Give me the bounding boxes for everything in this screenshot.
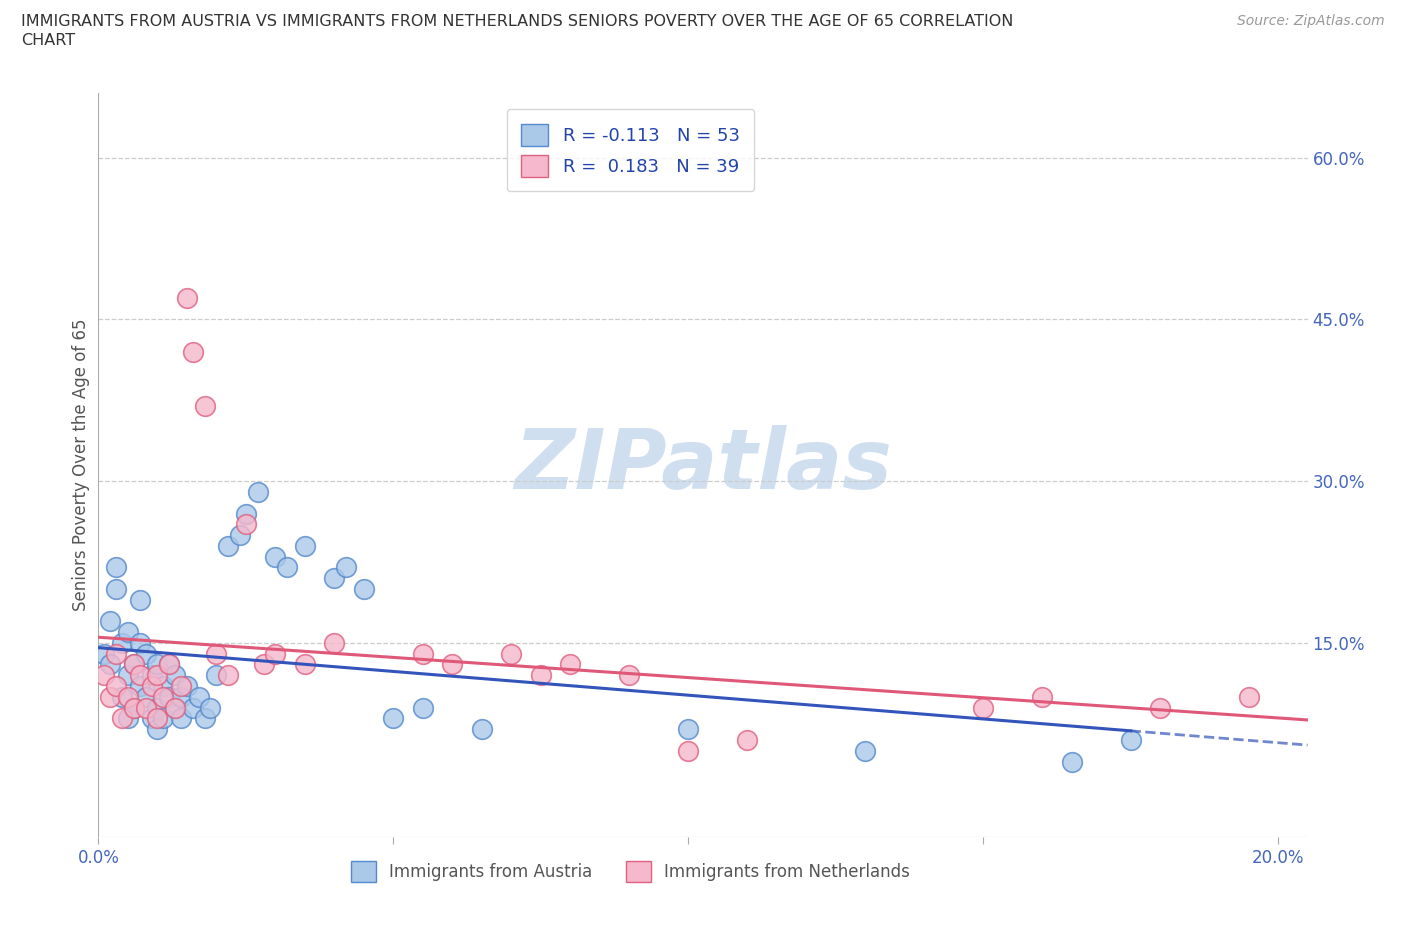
Point <box>128 679 150 694</box>
Point <box>93 646 115 661</box>
Legend: Immigrants from Austria, Immigrants from Netherlands: Immigrants from Austria, Immigrants from… <box>344 855 917 888</box>
Point <box>619 668 641 683</box>
Point <box>678 722 700 737</box>
Point <box>194 711 217 725</box>
Point <box>246 485 269 499</box>
Point <box>152 689 174 704</box>
Point <box>412 700 434 715</box>
Point <box>252 657 274 671</box>
Point <box>111 711 134 725</box>
Point <box>335 560 357 575</box>
Point <box>294 657 316 671</box>
Point <box>205 668 228 683</box>
Point <box>117 668 139 683</box>
Point <box>105 646 128 661</box>
Point <box>205 646 228 661</box>
Point <box>412 646 434 661</box>
Point <box>170 711 193 725</box>
Point <box>98 614 121 629</box>
Point <box>471 722 494 737</box>
Point <box>560 657 582 671</box>
Point <box>157 657 180 671</box>
Point <box>294 538 316 553</box>
Point <box>735 733 758 748</box>
Point <box>141 668 163 683</box>
Point <box>135 646 157 661</box>
Point <box>165 668 187 683</box>
Point <box>117 689 139 704</box>
Y-axis label: Seniors Poverty Over the Age of 65: Seniors Poverty Over the Age of 65 <box>72 319 90 611</box>
Point <box>105 560 128 575</box>
Point <box>135 689 157 704</box>
Point <box>1119 733 1142 748</box>
Point <box>323 571 346 586</box>
Point <box>117 711 139 725</box>
Point <box>441 657 464 671</box>
Point <box>200 700 222 715</box>
Point <box>146 657 169 671</box>
Point <box>157 657 180 671</box>
Point <box>146 668 169 683</box>
Point <box>128 668 150 683</box>
Point <box>141 679 163 694</box>
Point <box>98 657 121 671</box>
Point <box>235 517 257 532</box>
Point <box>152 711 174 725</box>
Point <box>146 700 169 715</box>
Point <box>181 344 204 359</box>
Point <box>176 290 198 305</box>
Point <box>530 668 553 683</box>
Point <box>353 581 375 596</box>
Point <box>128 635 150 650</box>
Text: Source: ZipAtlas.com: Source: ZipAtlas.com <box>1237 14 1385 28</box>
Point <box>1237 689 1260 704</box>
Point <box>170 679 193 694</box>
Point <box>181 700 204 715</box>
Point <box>146 711 169 725</box>
Point <box>323 635 346 650</box>
Point <box>93 668 115 683</box>
Point <box>111 689 134 704</box>
Point <box>264 550 287 565</box>
Point <box>141 711 163 725</box>
Point <box>122 700 145 715</box>
Text: IMMIGRANTS FROM AUSTRIA VS IMMIGRANTS FROM NETHERLANDS SENIORS POVERTY OVER THE : IMMIGRANTS FROM AUSTRIA VS IMMIGRANTS FR… <box>21 14 1014 29</box>
Point <box>382 711 405 725</box>
Point <box>152 679 174 694</box>
Point <box>853 743 876 758</box>
Point <box>122 700 145 715</box>
Point <box>135 700 157 715</box>
Point <box>217 668 239 683</box>
Point <box>1060 754 1083 769</box>
Point <box>187 689 209 704</box>
Point <box>264 646 287 661</box>
Point <box>1031 689 1053 704</box>
Point <box>235 506 257 521</box>
Point <box>194 398 217 413</box>
Point <box>128 592 150 607</box>
Point <box>1149 700 1171 715</box>
Point <box>105 679 128 694</box>
Text: CHART: CHART <box>21 33 75 47</box>
Point <box>122 657 145 671</box>
Point <box>122 657 145 671</box>
Point <box>105 581 128 596</box>
Point <box>678 743 700 758</box>
Point <box>165 700 187 715</box>
Point <box>170 689 193 704</box>
Point <box>117 625 139 640</box>
Point <box>146 722 169 737</box>
Point <box>176 679 198 694</box>
Text: ZIPatlas: ZIPatlas <box>515 424 891 506</box>
Point <box>157 689 180 704</box>
Point <box>229 527 252 542</box>
Point <box>98 689 121 704</box>
Point <box>276 560 298 575</box>
Point <box>111 635 134 650</box>
Point <box>165 700 187 715</box>
Point <box>501 646 523 661</box>
Point <box>972 700 994 715</box>
Point <box>217 538 239 553</box>
